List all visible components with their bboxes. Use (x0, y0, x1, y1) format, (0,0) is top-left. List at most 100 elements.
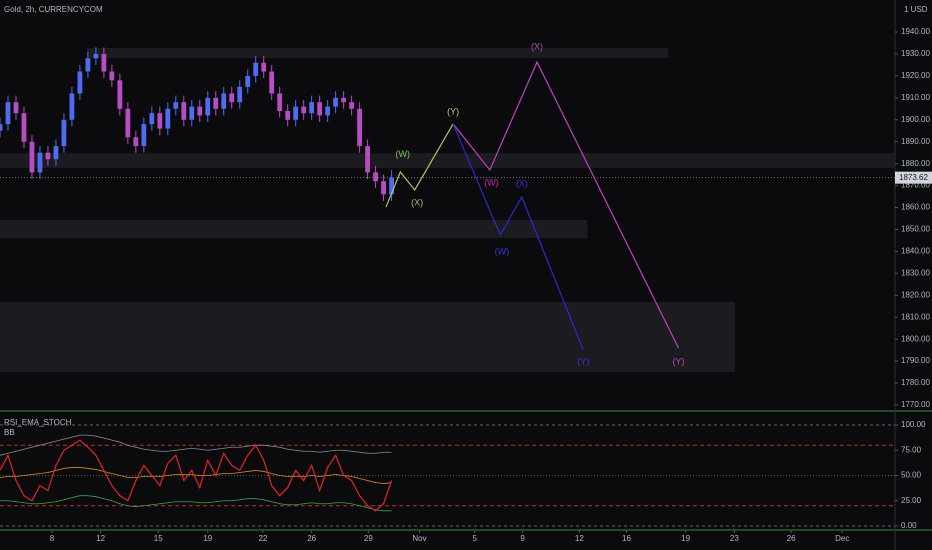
candle-body (45, 152, 51, 160)
candle-body (373, 172, 378, 182)
x-tick-label: 26 (787, 534, 796, 543)
x-tick-label: 23 (730, 534, 739, 543)
indicator-label: RSI_EMA_STOCH (4, 418, 72, 427)
y-tick-label: 1800.00 (901, 334, 930, 343)
x-tick-label: 9 (520, 534, 525, 543)
y-tick-label: 1890.00 (901, 137, 930, 146)
wave-path (452, 60, 679, 349)
candle-body (165, 108, 171, 129)
candle-body (253, 62, 259, 76)
rsi-tick-label: 100.00 (901, 420, 926, 429)
last-price-label: 1873.62 (899, 173, 928, 182)
candle-body (125, 108, 131, 138)
candle-body (197, 106, 203, 116)
x-tick-label: 12 (575, 534, 584, 543)
candle-body (317, 102, 323, 116)
candle-body (109, 71, 115, 81)
candle-body (341, 97, 347, 103)
indicator-line (0, 467, 392, 484)
candle-body (93, 53, 99, 59)
wave-label: (X) (531, 41, 543, 51)
candle-body (37, 152, 43, 173)
x-tick-label: 29 (364, 534, 373, 543)
y-tick-label: 1910.00 (901, 93, 930, 102)
candle-body (293, 106, 299, 120)
indicator-line (0, 439, 393, 512)
candle-body (157, 113, 163, 129)
candle-body (101, 53, 107, 72)
candle-body (85, 58, 91, 72)
candle-body (189, 106, 195, 120)
currency: 1 USD (904, 5, 928, 14)
y-tick-label: 1900.00 (901, 115, 930, 124)
rsi-tick-label: 50.00 (901, 471, 922, 480)
zone (0, 153, 895, 169)
candle-body (221, 93, 227, 109)
wave-path (452, 123, 584, 351)
y-tick-label: 1840.00 (901, 247, 930, 256)
candle-body (269, 71, 275, 94)
zone (0, 301, 736, 373)
rsi-tick-label: 25.00 (901, 496, 922, 505)
wave-label: (Y) (447, 106, 459, 116)
y-tick-label: 1930.00 (901, 49, 930, 58)
wave-path (385, 123, 454, 208)
candle-body (53, 146, 59, 160)
zone (87, 48, 669, 59)
x-tick-label: 16 (622, 534, 631, 543)
candle-body (357, 108, 362, 147)
wave-label: (W) (495, 246, 510, 256)
candle-body (229, 93, 235, 103)
candle-body (0, 124, 3, 131)
x-tick-label: 15 (154, 534, 163, 543)
wave-label: (X) (411, 198, 423, 208)
candle-body (173, 102, 179, 109)
y-tick-label: 1810.00 (901, 312, 930, 321)
candle-body (309, 102, 315, 114)
candle-body (5, 102, 11, 125)
candle-body (141, 124, 147, 147)
candle-body (325, 106, 331, 116)
candle-body (13, 102, 19, 114)
candle-body (205, 97, 211, 116)
y-tick-label: 1780.00 (901, 378, 930, 387)
candle-body (213, 97, 219, 109)
candle-body (365, 146, 370, 173)
x-tick-label: 19 (681, 534, 690, 543)
wave-label: (X) (516, 178, 528, 188)
candle-body (349, 102, 355, 109)
candle-body (389, 177, 394, 195)
candle-body (333, 97, 339, 107)
x-tick-label: 5 (472, 534, 477, 543)
indicator-line (0, 495, 392, 512)
candle-body (261, 62, 267, 72)
y-tick-label: 1860.00 (901, 203, 930, 212)
candle-body (61, 119, 67, 147)
wave-label: (Y) (577, 356, 589, 366)
x-tick-label: 22 (258, 534, 267, 543)
y-tick-label: 1940.00 (901, 27, 930, 36)
wave-label: (W) (484, 177, 499, 187)
candle-body (21, 113, 27, 142)
x-tick-label: Nov (412, 534, 426, 543)
y-tick-label: 1830.00 (901, 268, 930, 277)
candle-body (237, 86, 243, 103)
candle-body (29, 141, 35, 173)
candle-body (133, 137, 139, 147)
indicator-label: BB (4, 428, 15, 437)
x-tick-label: 8 (50, 534, 55, 543)
x-tick-label: Dec (835, 534, 849, 543)
candle-body (181, 102, 187, 120)
candle-body (245, 75, 251, 87)
wave-label: (Y) (672, 356, 684, 366)
x-tick-label: 19 (203, 534, 212, 543)
y-tick-label: 1920.00 (901, 71, 930, 80)
x-tick-label: 12 (96, 534, 105, 543)
candle-body (69, 93, 75, 120)
rsi-tick-label: 0.00 (901, 521, 917, 530)
y-tick-label: 1880.00 (901, 159, 930, 168)
y-tick-label: 1870.00 (901, 181, 930, 190)
